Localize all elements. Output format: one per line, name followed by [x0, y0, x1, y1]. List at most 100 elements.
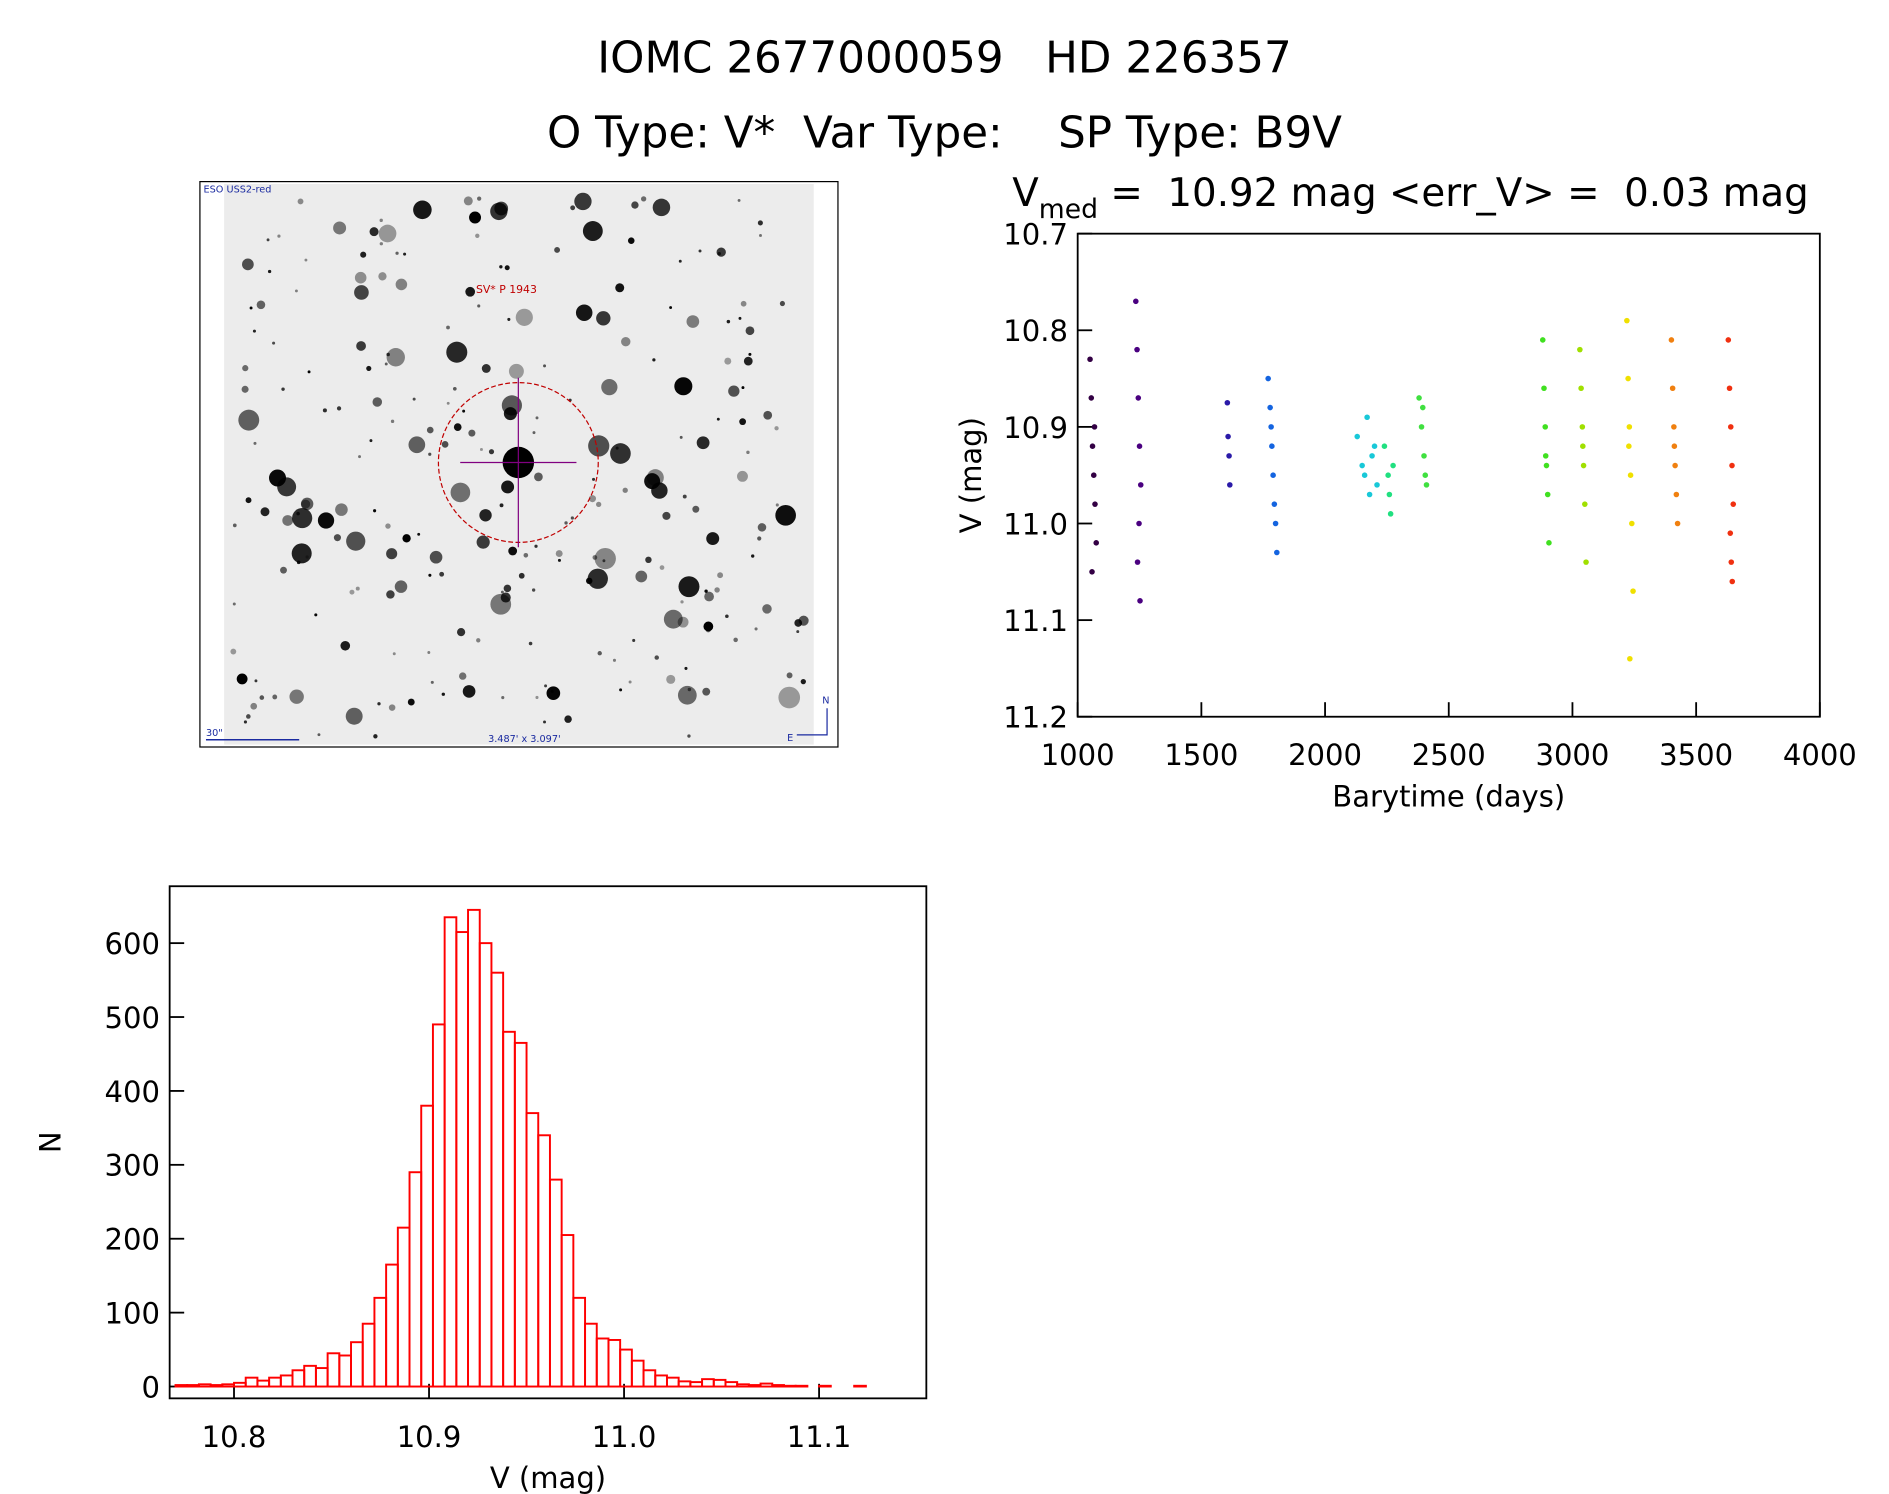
star [317, 733, 321, 737]
star [743, 356, 753, 366]
star [586, 577, 593, 585]
point [1354, 433, 1361, 440]
image-overlay: ESO USS2-red SV* P 1943 30" 3.487' x 3.0… [204, 185, 830, 746]
point [1272, 520, 1279, 527]
y-tick-label: 400 [105, 1075, 160, 1109]
compass-east: E [787, 733, 793, 744]
star [395, 251, 399, 255]
star [300, 497, 314, 511]
star [669, 306, 673, 309]
point [1416, 395, 1422, 401]
bar [712, 1378, 727, 1388]
star [230, 648, 237, 655]
star [360, 251, 367, 258]
y-tick-label: 11.1 [1003, 604, 1068, 638]
star [373, 734, 378, 739]
point [1390, 462, 1396, 469]
star [441, 692, 445, 696]
star [402, 534, 411, 543]
star [596, 311, 611, 326]
star [369, 439, 373, 443]
star [652, 358, 656, 362]
star [555, 550, 563, 558]
star [570, 205, 576, 211]
bar [373, 1296, 388, 1388]
star [763, 410, 773, 420]
point [1578, 385, 1584, 392]
star [242, 258, 254, 271]
star [252, 329, 256, 333]
point [1366, 491, 1373, 498]
star [501, 395, 522, 416]
star [535, 416, 539, 420]
star [659, 565, 665, 570]
bar [209, 1384, 224, 1388]
bar [818, 1384, 832, 1388]
point [1136, 443, 1143, 449]
star [378, 272, 387, 281]
point [1087, 356, 1093, 363]
bar [759, 1382, 774, 1388]
point [1669, 385, 1676, 392]
point [1381, 443, 1388, 449]
point [1728, 559, 1735, 565]
bar [642, 1369, 657, 1388]
star [746, 450, 750, 455]
x-axis-label: Barytime (days) [1332, 779, 1565, 813]
star [543, 364, 547, 368]
star [733, 637, 738, 643]
star [740, 300, 747, 307]
point [1269, 443, 1275, 449]
point [1135, 395, 1142, 401]
star [745, 326, 755, 336]
star [468, 429, 476, 437]
bar [244, 1376, 259, 1388]
star [427, 651, 431, 654]
star [452, 386, 457, 391]
star [386, 348, 405, 367]
star [800, 679, 806, 685]
star [775, 503, 779, 507]
star [366, 365, 372, 372]
star [674, 377, 693, 396]
star [615, 283, 625, 293]
star [322, 408, 327, 413]
point [1624, 317, 1630, 324]
x-tick-label: 11.0 [592, 1420, 657, 1454]
bar [771, 1384, 785, 1388]
star [494, 201, 509, 216]
point [1359, 462, 1365, 469]
star [277, 477, 297, 497]
point [1418, 424, 1425, 430]
bar [385, 1263, 399, 1388]
point [1542, 424, 1549, 430]
bar [396, 1226, 411, 1388]
x-tick-label: 2000 [1288, 738, 1362, 772]
point [1579, 424, 1586, 430]
star [408, 436, 426, 454]
star [535, 695, 539, 699]
star [254, 679, 258, 683]
bar [408, 1171, 423, 1388]
star [570, 516, 574, 520]
star [459, 672, 467, 680]
star [340, 640, 351, 651]
star [686, 315, 700, 328]
star [356, 341, 366, 351]
star [477, 196, 482, 201]
star [726, 319, 731, 324]
star [417, 532, 421, 536]
star [277, 234, 281, 238]
bar [736, 1383, 750, 1388]
star [462, 409, 466, 413]
star [294, 289, 298, 293]
star [304, 258, 308, 262]
y-axis-label: N [34, 1131, 68, 1153]
star [249, 306, 253, 310]
point [1726, 385, 1733, 392]
star [384, 362, 388, 366]
star [242, 365, 249, 372]
star [564, 715, 572, 723]
star [407, 698, 415, 706]
